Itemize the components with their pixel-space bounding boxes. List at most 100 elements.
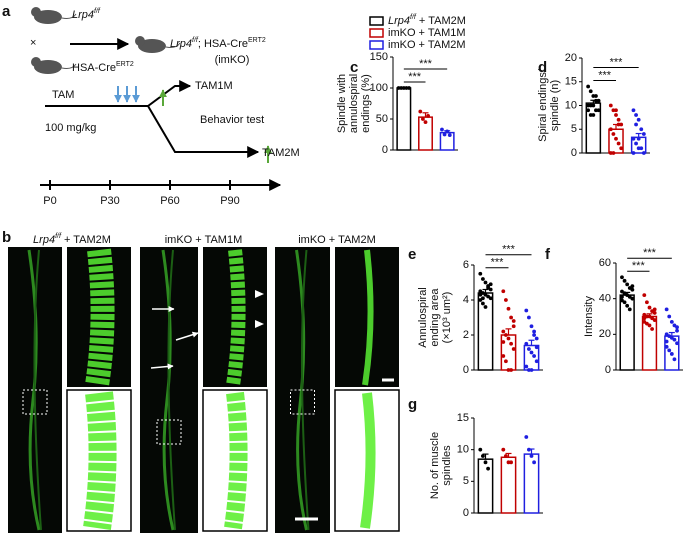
data-point (524, 435, 529, 439)
rich-label: Lrp4f/f + TAM2M (388, 14, 466, 27)
sig-label: *** (502, 244, 516, 256)
data-point (608, 103, 613, 108)
rich-label: imKO + TAM1M (388, 27, 466, 39)
time-label: P90 (220, 195, 240, 207)
roi-box (22, 389, 48, 415)
data-point (614, 113, 618, 117)
ending (85, 248, 115, 387)
data-point (631, 151, 636, 155)
schematic (31, 7, 282, 191)
mouse-icon (31, 57, 77, 74)
y-axis-label: (×10³ um²) (441, 292, 453, 344)
data-point (616, 117, 621, 122)
data-point (596, 98, 601, 103)
data-point (486, 466, 490, 471)
data-point (642, 293, 647, 297)
y-tick-label: 2 (463, 329, 469, 341)
data-point (511, 347, 516, 351)
sig-label: *** (632, 260, 646, 272)
data-point (504, 359, 508, 364)
data-point (501, 447, 506, 452)
bar (439, 131, 455, 151)
fiber (161, 249, 175, 531)
legend-swatch (369, 16, 384, 26)
data-point (478, 447, 483, 452)
data-point (483, 280, 488, 285)
sig-label: *** (419, 58, 433, 70)
data-point (481, 301, 485, 306)
data-point (639, 146, 644, 151)
data-point (630, 284, 635, 289)
bar (500, 456, 517, 514)
data-point (399, 86, 404, 90)
fiber (33, 249, 42, 531)
data-point (619, 146, 624, 151)
data-point (396, 86, 401, 90)
data-point (524, 364, 529, 369)
data-point (596, 108, 601, 113)
fiber (295, 249, 308, 531)
data-point (664, 344, 669, 349)
data-point (586, 108, 591, 113)
data-point (588, 113, 593, 117)
y-tick-label: 100 (370, 82, 388, 94)
data-point (594, 98, 598, 103)
data-point (401, 86, 406, 90)
data-point (652, 311, 657, 315)
data-point (501, 340, 506, 344)
data-point (616, 122, 621, 127)
data-point (622, 278, 627, 283)
data-point (506, 460, 511, 465)
data-point (611, 132, 616, 136)
y-tick-label: 5 (463, 475, 469, 487)
data-point (488, 282, 493, 287)
genotype-part: Lrp4 (72, 9, 94, 21)
data-point (636, 146, 641, 151)
data-point (532, 460, 536, 465)
ending (362, 249, 374, 386)
bar (477, 458, 494, 514)
y-tick-label: 20 (565, 52, 577, 64)
data-point (616, 141, 621, 146)
genotype: Lrp4f/f (72, 8, 101, 21)
y-axis-label: Annulospiral (417, 287, 429, 348)
sig-label: *** (408, 71, 422, 83)
data-point (483, 305, 488, 309)
data-point (588, 89, 593, 94)
data-point (509, 315, 513, 320)
data-point (509, 341, 513, 346)
data-point (511, 324, 516, 329)
data-point (404, 86, 409, 90)
data-point (645, 300, 649, 305)
fiber (27, 249, 41, 531)
ending (226, 249, 246, 387)
data-point (481, 454, 485, 458)
data-point (501, 329, 506, 334)
data-point (642, 316, 647, 321)
data-point (620, 275, 624, 280)
data-point (534, 359, 539, 364)
data-point (669, 352, 674, 356)
y-axis-label: spindles (441, 445, 453, 486)
data-point (481, 277, 485, 281)
y-axis-label: Spindle with (336, 74, 348, 133)
data-point (509, 460, 513, 465)
data-point (631, 108, 636, 113)
data-point (504, 454, 508, 458)
y-tick-label: 10 (457, 444, 469, 456)
data-point (672, 357, 677, 362)
data-point (634, 122, 638, 127)
sig-label: *** (610, 56, 624, 68)
y-tick-label: 5 (571, 123, 577, 135)
data-point (486, 285, 490, 290)
data-point (527, 447, 531, 452)
data-point (532, 333, 536, 337)
data-point (511, 319, 516, 323)
y-tick-label: 40 (599, 293, 611, 305)
genotype: HSA-CreERT2 (72, 61, 134, 74)
panel-label: a (2, 3, 11, 20)
label-part: imKO + TAM1M (388, 27, 466, 39)
data-point (652, 307, 657, 312)
panel-label: e (408, 246, 416, 263)
data-point (630, 296, 635, 301)
